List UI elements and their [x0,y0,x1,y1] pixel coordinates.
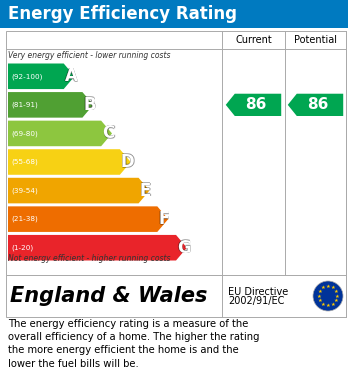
Text: D: D [120,153,134,171]
Polygon shape [8,206,168,232]
Polygon shape [226,94,281,116]
Text: B: B [84,96,96,114]
Text: B: B [84,95,96,113]
Text: G: G [177,239,191,257]
Text: ★: ★ [317,289,322,294]
Text: A: A [65,67,78,85]
Text: E: E [140,181,151,199]
Text: F: F [158,210,170,228]
Text: Very energy efficient - lower running costs: Very energy efficient - lower running co… [8,51,171,60]
Text: A: A [65,67,78,85]
Text: E: E [140,181,151,199]
Polygon shape [8,63,74,89]
Text: F: F [158,210,170,228]
Text: E: E [140,181,151,199]
Text: ★: ★ [330,302,335,307]
Polygon shape [8,178,149,203]
Text: G: G [177,239,191,257]
Text: D: D [121,154,135,172]
Text: B: B [83,96,96,114]
Text: B: B [84,96,96,114]
Text: E: E [139,181,150,199]
Text: ★: ★ [321,285,326,290]
Polygon shape [288,94,343,116]
Text: ★: ★ [335,294,340,298]
Text: F: F [158,210,169,228]
Text: (55-68): (55-68) [11,159,38,165]
Text: 86: 86 [307,97,329,112]
Polygon shape [8,235,187,260]
Text: Energy Efficiency Rating: Energy Efficiency Rating [8,5,237,23]
Text: B: B [84,96,96,114]
Polygon shape [8,121,112,146]
Text: Potential: Potential [294,35,337,45]
Text: ★: ★ [326,303,330,308]
Text: E: E [140,182,151,200]
Text: F: F [158,211,170,229]
Text: ★: ★ [326,284,330,289]
Text: G: G [177,238,191,256]
Text: (39-54): (39-54) [11,187,38,194]
Text: (69-80): (69-80) [11,130,38,137]
Text: F: F [159,210,170,228]
Text: ★: ★ [316,294,321,298]
Text: ★: ★ [334,289,339,294]
Text: (81-91): (81-91) [11,102,38,108]
Bar [0,0,348,28]
Text: D: D [121,153,135,171]
Bar [6,31,346,275]
Text: 2002/91/EC: 2002/91/EC [228,296,284,306]
Text: The energy efficiency rating is a measure of the
overall efficiency of a home. T: The energy efficiency rating is a measur… [8,319,260,369]
Text: C: C [102,124,114,142]
Text: ★: ★ [321,302,326,307]
Text: (92-100): (92-100) [11,73,42,79]
Text: (1-20): (1-20) [11,244,33,251]
Text: Current: Current [235,35,272,45]
Text: (21-38): (21-38) [11,216,38,222]
Text: ★: ★ [317,298,322,303]
Text: C: C [102,124,114,142]
Text: G: G [176,239,190,257]
Polygon shape [8,149,131,175]
Text: C: C [102,125,114,143]
Text: C: C [102,124,114,142]
Text: F: F [158,210,170,228]
Text: C: C [102,124,114,142]
Text: D: D [121,153,135,171]
Polygon shape [8,92,93,118]
Bar [6,275,346,317]
Text: 86: 86 [245,97,267,112]
Text: G: G [177,239,191,257]
Circle shape [313,281,343,311]
Text: ★: ★ [330,285,335,290]
Text: A: A [64,67,77,85]
Text: C: C [103,124,115,142]
Text: D: D [121,153,135,171]
Text: A: A [65,67,78,85]
Text: D: D [121,152,135,170]
Text: A: A [65,68,78,86]
Text: Not energy efficient - higher running costs: Not energy efficient - higher running co… [8,254,171,263]
Text: B: B [84,96,96,114]
Text: A: A [65,67,78,85]
Text: ★: ★ [334,298,339,303]
Text: G: G [177,239,191,257]
Text: EU Directive: EU Directive [228,287,288,297]
Text: E: E [140,181,151,199]
Text: England & Wales: England & Wales [10,286,207,306]
